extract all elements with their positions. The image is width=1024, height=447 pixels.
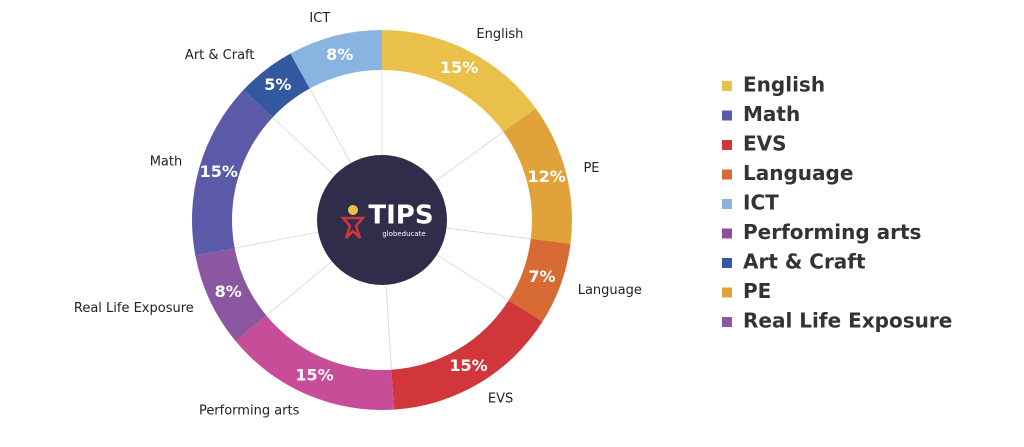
slice: [391, 300, 543, 410]
legend-swatch: [722, 110, 732, 121]
legend-label: Art & Craft: [743, 250, 866, 274]
legend-swatch: [722, 169, 732, 180]
slice: [382, 30, 536, 132]
legend-swatch: [722, 258, 732, 268]
center-logo-circle: [317, 155, 447, 285]
legend-swatch: [722, 81, 732, 91]
slice: [243, 53, 310, 118]
data-label: 15%: [200, 162, 238, 181]
category-label: English: [476, 27, 523, 42]
legend-label: ICT: [743, 191, 779, 215]
category-label: Real Life Exposure: [74, 301, 194, 316]
legend-label: Performing arts: [743, 220, 921, 244]
legend-swatch: [722, 199, 732, 209]
data-label: 15%: [440, 58, 478, 77]
spoke: [385, 284, 392, 370]
slice: [503, 108, 572, 244]
category-label: Art & Craft: [185, 48, 255, 63]
data-label: 7%: [528, 267, 555, 286]
legend-swatch: [722, 287, 732, 298]
slice: [290, 30, 382, 89]
spoke: [234, 231, 319, 249]
data-label: 8%: [326, 45, 353, 64]
legend-label: Real Life Exposure: [743, 309, 952, 333]
legend-label: EVS: [743, 132, 787, 156]
legend-swatch: [722, 317, 732, 327]
category-label: Language: [578, 283, 642, 298]
slice: [508, 238, 571, 322]
spoke: [309, 88, 352, 164]
legend-label: Math: [743, 102, 800, 126]
data-label: 15%: [295, 366, 333, 385]
legend-swatch: [722, 228, 732, 239]
legend-swatch: [722, 140, 732, 150]
legend-label: English: [743, 73, 825, 97]
data-label: 5%: [264, 75, 291, 94]
spoke: [272, 116, 335, 176]
category-label: ICT: [309, 11, 330, 26]
spoke: [446, 227, 531, 240]
category-label: Performing arts: [199, 403, 300, 418]
legend-label: Language: [743, 161, 853, 185]
spoke: [434, 131, 504, 183]
slice: [192, 89, 273, 256]
category-label: EVS: [488, 392, 513, 407]
logo-icon: [340, 205, 366, 239]
slice: [235, 315, 394, 411]
logo-subtitle: globeducate: [382, 230, 426, 238]
category-label: Math: [150, 154, 183, 169]
data-label: 15%: [449, 356, 487, 375]
data-label: 12%: [528, 167, 566, 186]
slice: [195, 248, 267, 342]
category-label: PE: [583, 161, 599, 176]
spoke: [266, 261, 333, 316]
logo-title: TIPS: [368, 201, 433, 231]
data-label: 8%: [215, 282, 242, 301]
legend-label: PE: [743, 279, 771, 303]
spoke: [436, 254, 509, 301]
